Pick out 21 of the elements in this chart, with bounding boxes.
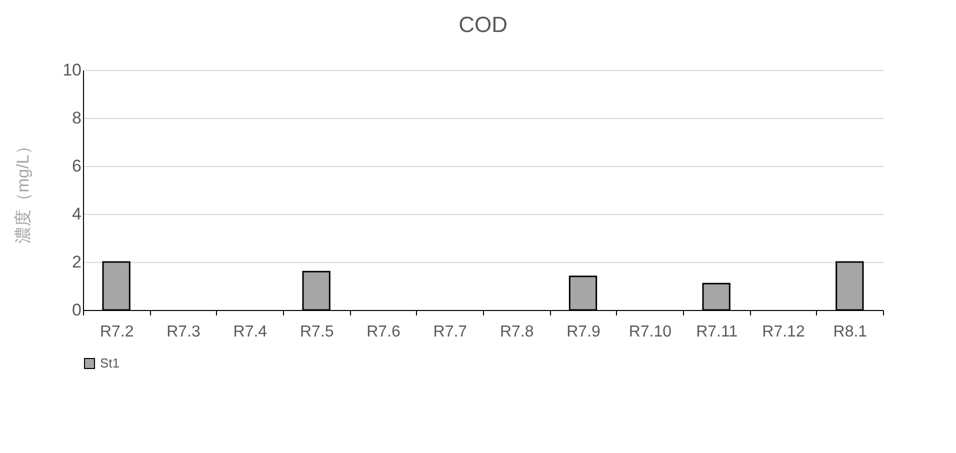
y-tick-label: 8 — [72, 108, 82, 128]
x-tick-label: R8.1 — [833, 324, 868, 340]
x-tick-label: R7.3 — [166, 324, 200, 340]
x-tick-label: R7.6 — [366, 324, 400, 340]
x-tick-label: R7.8 — [500, 324, 534, 340]
chart-title: COD — [458, 12, 508, 37]
y-tick-label: 4 — [72, 204, 82, 224]
x-tick-label: R7.9 — [566, 324, 600, 340]
legend-label: St1 — [100, 356, 120, 370]
x-tick-label: R7.12 — [762, 324, 805, 340]
x-tick-label: R7.11 — [696, 324, 738, 340]
y-axis-title: 濃度（mg/L） — [14, 138, 33, 244]
x-tick-label: R7.10 — [628, 324, 672, 340]
x-tick-label: R7.4 — [233, 324, 268, 340]
x-tick-label: R7.2 — [100, 324, 134, 340]
x-tick-label: R7.5 — [300, 324, 334, 340]
y-tick-label: 2 — [72, 252, 82, 272]
y-tick-label: 6 — [72, 156, 82, 176]
y-tick-label: 10 — [62, 60, 82, 80]
x-tick-label: R7.7 — [433, 324, 468, 340]
y-tick-label: 0 — [72, 300, 82, 320]
